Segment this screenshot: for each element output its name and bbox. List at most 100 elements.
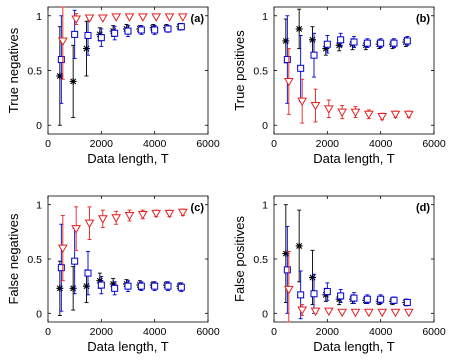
series-triangle-down <box>57 206 188 282</box>
data-point <box>350 294 358 302</box>
data-point <box>84 14 95 23</box>
series-triangle-down <box>283 250 414 323</box>
data-point <box>295 25 303 33</box>
data-point <box>111 284 119 292</box>
panel-label: (b) <box>416 13 430 25</box>
data-point <box>403 308 414 318</box>
y-tick-label: 0 <box>262 120 268 132</box>
data-point <box>151 209 162 219</box>
x-tick-label: 0 <box>271 326 277 338</box>
data-point <box>83 45 90 53</box>
series-star <box>282 204 410 307</box>
data-point <box>57 244 68 254</box>
data-point <box>164 282 172 290</box>
x-tick-label: 2000 <box>316 326 340 338</box>
data-point <box>83 282 90 290</box>
data-point <box>177 13 188 22</box>
data-point <box>337 292 345 300</box>
data-point <box>151 282 159 290</box>
data-point <box>403 110 414 120</box>
data-point <box>310 102 321 111</box>
y-tick-label: 0.5 <box>27 254 42 266</box>
data-point <box>71 225 82 234</box>
data-point <box>297 306 308 316</box>
series-star <box>56 260 184 316</box>
x-tick-label: 0 <box>45 326 51 338</box>
data-point <box>124 13 135 22</box>
x-tick-label: 0 <box>45 138 51 150</box>
panel-4: 0 2000 4000 6000 0 0.5 1 Data length, T False po… <box>232 195 446 354</box>
data-point <box>377 295 385 303</box>
y-tick-label: 0.5 <box>253 254 268 266</box>
data-point <box>56 72 64 80</box>
data-point <box>96 277 104 285</box>
data-point <box>282 37 290 45</box>
data-point <box>363 308 374 318</box>
data-point <box>403 298 411 306</box>
data-point <box>57 37 68 46</box>
y-tick-label: 1 <box>262 200 268 212</box>
x-tick-label: 2000 <box>316 138 340 150</box>
data-point <box>309 273 316 281</box>
data-point <box>137 26 145 34</box>
data-point <box>177 23 185 31</box>
series-square <box>57 223 185 312</box>
data-point <box>71 257 79 265</box>
data-point <box>164 25 172 33</box>
data-point <box>109 280 117 288</box>
data-point <box>310 290 318 298</box>
y-tick-label: 1 <box>262 11 268 23</box>
data-point <box>323 40 331 48</box>
data-point <box>283 77 294 87</box>
data-point <box>390 308 401 318</box>
x-tick-label: 0 <box>271 138 277 150</box>
y-tick-label: 0 <box>36 308 42 320</box>
data-point <box>283 266 291 274</box>
y-axis-label: True positives <box>232 30 247 111</box>
data-point <box>69 77 77 85</box>
data-point <box>137 282 145 290</box>
data-point <box>111 214 122 223</box>
data-point <box>337 308 348 318</box>
series-triangle-down <box>57 6 188 80</box>
data-point <box>297 291 305 299</box>
data-point <box>390 110 401 120</box>
data-point <box>363 110 374 120</box>
y-tick-label: 1 <box>36 11 42 23</box>
y-tick-label: 0 <box>262 308 268 320</box>
y-tick-label: 1 <box>36 200 42 212</box>
data-point <box>323 105 334 114</box>
data-point <box>57 264 65 272</box>
panel-3: 0 2000 4000 6000 0 0.5 1 Data length, T False ne… <box>6 195 220 354</box>
x-axis-label: Data length, T <box>87 339 168 354</box>
y-axis-label: False negatives <box>6 213 21 305</box>
data-point <box>297 64 305 72</box>
series-square <box>57 9 185 104</box>
series-triangle-down <box>283 48 414 124</box>
data-point <box>363 39 371 47</box>
data-point <box>71 30 79 38</box>
y-axis-label: False positives <box>232 216 247 302</box>
data-point <box>97 281 105 289</box>
data-point <box>111 13 122 22</box>
x-tick-label: 2000 <box>90 138 114 150</box>
x-axis-label: Data length, T <box>313 151 394 166</box>
data-point <box>84 219 95 229</box>
data-point <box>84 269 92 277</box>
data-point <box>164 209 175 219</box>
data-point <box>403 37 411 45</box>
data-point <box>71 15 82 25</box>
data-point <box>363 295 371 303</box>
data-point <box>350 108 361 118</box>
panel-label: (c) <box>191 202 205 214</box>
data-point <box>337 108 348 118</box>
x-tick-label: 6000 <box>196 138 220 150</box>
data-point <box>151 26 159 34</box>
data-point <box>310 307 321 317</box>
data-point <box>390 39 398 47</box>
data-point <box>323 307 334 317</box>
series-star <box>282 8 410 64</box>
x-tick-label: 4000 <box>369 138 393 150</box>
x-tick-label: 6000 <box>422 326 446 338</box>
